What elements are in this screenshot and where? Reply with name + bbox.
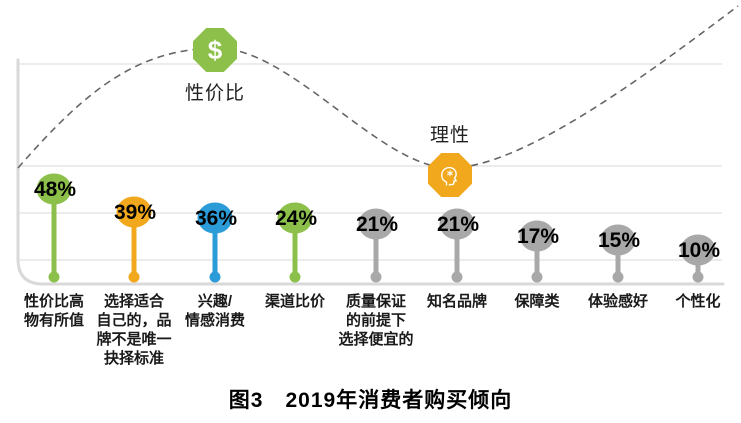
baseline-dot <box>128 271 140 283</box>
value-bubble <box>36 173 72 205</box>
value-bubble <box>439 208 475 240</box>
value-bubble <box>358 208 394 240</box>
rational-mind-icon <box>441 166 457 186</box>
category-label-6: 知名品牌 <box>426 293 487 310</box>
percent-label: 17% <box>517 225 559 248</box>
percent-label: 15% <box>598 229 640 252</box>
baseline-dot <box>209 271 221 283</box>
lollipop-3: 36% <box>195 202 237 283</box>
lollipop-1: 48% <box>34 173 76 283</box>
annotation-label-rational: 理性 <box>429 125 470 146</box>
value-bubble <box>680 234 716 266</box>
baseline-dot <box>531 271 543 283</box>
baseline-dot <box>48 271 60 283</box>
baseline-dot <box>692 271 704 283</box>
baseline-dot <box>289 271 301 283</box>
annotation-cost-performance: $ 性价比 <box>167 28 263 105</box>
category-label-2: 选择适合 自己的，品 牌不是唯一 抉择标准 <box>96 293 172 367</box>
lollipop-4: 24% <box>275 202 317 283</box>
lollipop-7: 17% <box>517 220 559 283</box>
percent-label: 39% <box>114 201 156 224</box>
category-label-3: 兴趣/ 情感消费 <box>184 293 245 329</box>
baseline-dot <box>370 271 382 283</box>
baseline-dot <box>451 271 463 283</box>
percent-label: 48% <box>34 178 76 201</box>
value-bubble <box>519 220 555 252</box>
percent-label: 21% <box>356 213 398 236</box>
percent-label: 21% <box>437 213 479 236</box>
lollipop-5: 21% <box>356 208 398 283</box>
value-bubble <box>277 202 313 234</box>
rational-mind-octagon-icon <box>428 153 472 197</box>
lollipop-9: 10% <box>678 234 720 283</box>
category-label-8: 体验感好 <box>587 293 648 310</box>
annotation-label-cost-performance: 性价比 <box>184 83 245 104</box>
category-label-9: 个性化 <box>675 293 721 310</box>
category-label-4: 渠道比价 <box>264 293 325 310</box>
lollipop-series: 48% 39% 36% 24% 21% 21% 17% 15% 10% <box>34 173 720 283</box>
category-label-5: 质量保证 的前提下 选择便宜的 <box>338 293 414 348</box>
figure-caption: 图3 2019年消费者购买倾向 <box>228 389 513 412</box>
lollipop-2: 39% <box>114 196 156 283</box>
percent-label: 24% <box>275 207 317 230</box>
lollipop-chart-canvas: 48% 39% 36% 24% 21% 21% 17% 15% 10% <box>16 5 739 286</box>
axis-baseline <box>16 58 725 286</box>
lollipop-8: 15% <box>598 224 640 283</box>
category-label-7: 保障类 <box>514 293 560 310</box>
lollipop-6: 21% <box>437 208 479 283</box>
baseline-dot <box>612 271 624 283</box>
percent-label: 10% <box>678 239 720 262</box>
value-bubble <box>600 224 636 256</box>
dollar-sign-icon: $ <box>207 35 223 65</box>
value-bubble <box>197 202 233 234</box>
trend-curve <box>17 5 739 169</box>
percent-label: 36% <box>195 207 237 230</box>
dollar-octagon-icon: $ <box>193 28 237 72</box>
value-bubble <box>116 196 152 228</box>
annotation-rational: 理性 <box>402 120 498 197</box>
category-label-1: 性价比高 物有所值 <box>23 293 84 329</box>
